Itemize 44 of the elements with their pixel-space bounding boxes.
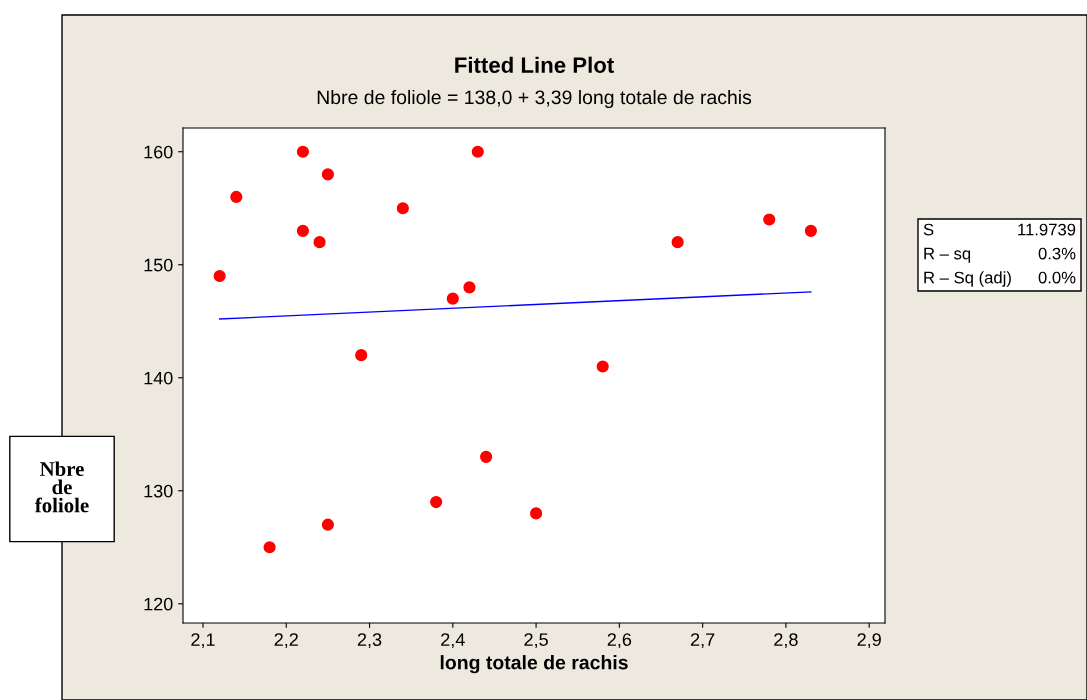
point [671, 236, 684, 249]
point [263, 541, 276, 554]
point [430, 496, 443, 509]
chart-title: Fitted Line Plot [455, 56, 614, 73]
x-tick-label: 2,2 [274, 633, 298, 649]
point [471, 145, 484, 158]
point [596, 360, 609, 373]
x-tick-label: 2,7 [690, 633, 715, 649]
x-tick-label: 2,6 [607, 633, 632, 649]
point [763, 213, 776, 226]
point [804, 224, 817, 237]
point [355, 349, 368, 362]
y-axis-title: Nbre de foliole [34, 461, 89, 513]
point [463, 281, 476, 294]
point [230, 190, 243, 204]
y-tick-label: 140 [144, 371, 173, 385]
x-tick-label: 2,5 [524, 633, 548, 649]
x-tick-label: 2,9 [857, 633, 881, 649]
y-tick-label: 150 [144, 258, 173, 272]
point [530, 507, 543, 520]
x-tick-label: 2,4 [441, 633, 465, 649]
point [480, 450, 493, 463]
point [321, 518, 334, 531]
text: S [923, 223, 934, 236]
point [313, 236, 326, 249]
chart-subtitle: Nbre de foliole = 138,0 + 3,39 long totale de rachis [317, 89, 752, 109]
point [213, 269, 226, 283]
y-tick-label: 130 [144, 484, 173, 498]
x-tick-label: 2,8 [774, 633, 798, 649]
text: 0.0% [1038, 271, 1076, 284]
point [321, 168, 334, 181]
x-tick-label: 2,1 [191, 633, 215, 649]
point [396, 202, 409, 215]
x-tick-label: 2,3 [357, 633, 382, 649]
x-axis-title: long totale de rachis [440, 655, 628, 674]
point [296, 145, 309, 158]
y-tick-label: 160 [144, 145, 173, 159]
y-tick-label: 120 [144, 597, 173, 611]
point [296, 224, 309, 237]
text: 0.3% [1038, 247, 1076, 260]
text: 11.9739 [1018, 223, 1076, 236]
text: R – Sq (adj) [924, 271, 1011, 287]
point [446, 292, 459, 305]
text: R – sq [924, 247, 971, 263]
